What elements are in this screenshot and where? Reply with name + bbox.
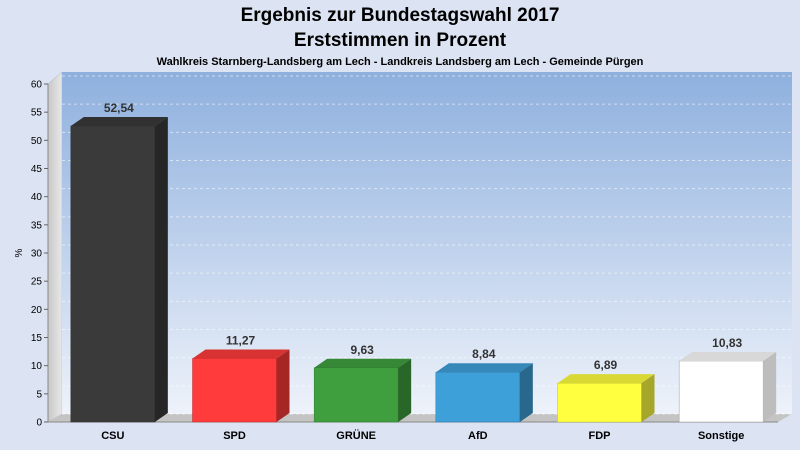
y-tick-label: 20 <box>31 305 43 316</box>
bar-spd: 11,27 <box>192 334 290 423</box>
y-tick-label: 30 <box>31 249 43 260</box>
bar-top <box>557 374 655 384</box>
bar-side <box>276 349 290 422</box>
bar-csu: 52,54 <box>70 101 168 423</box>
x-axis-labels: CSU SPD GRÜNE AfD FDP Sonstige <box>101 429 744 442</box>
y-tick-label: 40 <box>31 192 43 203</box>
bar-side <box>154 117 168 423</box>
bar-top <box>679 351 777 361</box>
bar-front <box>192 358 277 423</box>
x-tick-label: CSU <box>101 430 124 442</box>
y-axis-ticks: 0 5 10 15 20 25 30 35 40 45 50 55 60 <box>31 80 48 429</box>
x-tick-label: FDP <box>589 430 611 442</box>
bar-top <box>192 349 290 359</box>
y-tick-label: 10 <box>31 361 43 372</box>
bar-top <box>435 363 533 373</box>
y-tick-label: 0 <box>36 418 42 429</box>
y-tick-label: 45 <box>31 164 43 175</box>
y-tick-label: 60 <box>31 80 43 91</box>
bar-side <box>763 351 777 422</box>
y-tick-label: 15 <box>31 333 43 344</box>
bar-value-label: 8,84 <box>472 347 496 361</box>
bars: 52,54 11,27 9,63 8,84 6,89 10,83 <box>70 101 777 423</box>
chart-subtitle-area: Wahlkreis Starnberg-Landsberg am Lech - … <box>157 56 644 68</box>
x-tick-label: Sonstige <box>698 430 744 442</box>
plot-back-wall <box>62 72 792 414</box>
y-tick-label: 50 <box>31 136 43 147</box>
bar-value-label: 11,27 <box>226 334 256 348</box>
x-tick-label: SPD <box>223 430 246 442</box>
grid-lines <box>62 75 792 415</box>
y-axis-label: % <box>14 248 25 257</box>
bar-front <box>678 360 764 423</box>
bar-front <box>557 382 642 423</box>
bar-top <box>70 117 168 127</box>
bar-value-label: 9,63 <box>350 343 374 357</box>
y-tick-label: 5 <box>36 389 42 400</box>
y-tick-label: 25 <box>31 277 43 288</box>
x-tick-label: GRÜNE <box>336 429 376 442</box>
bar-side <box>519 363 533 422</box>
bar-afd: 8,84 <box>435 347 533 423</box>
bar-value-label: 52,54 <box>104 101 134 115</box>
bar-top <box>314 358 412 368</box>
plot-side-wall <box>47 71 63 423</box>
bar-front <box>70 125 156 423</box>
bar-sonstige: 10,83 <box>678 336 777 423</box>
bar-value-label: 6,89 <box>594 358 618 372</box>
bar-side <box>398 358 412 422</box>
bar-grüne: 9,63 <box>313 343 412 423</box>
bar-front <box>313 367 399 423</box>
chart-title: Ergebnis zur Bundestagswahl 2017 <box>241 5 560 26</box>
bar-fdp: 6,89 <box>557 358 655 423</box>
x-tick-label: AfD <box>468 430 488 442</box>
y-tick-label: 55 <box>31 108 43 119</box>
bar-side <box>641 374 655 422</box>
bar-value-label: 10,83 <box>712 336 742 350</box>
y-tick-label: 35 <box>31 220 43 231</box>
bar-front <box>435 371 521 423</box>
chart-subtitle: Erststimmen in Prozent <box>294 30 507 51</box>
